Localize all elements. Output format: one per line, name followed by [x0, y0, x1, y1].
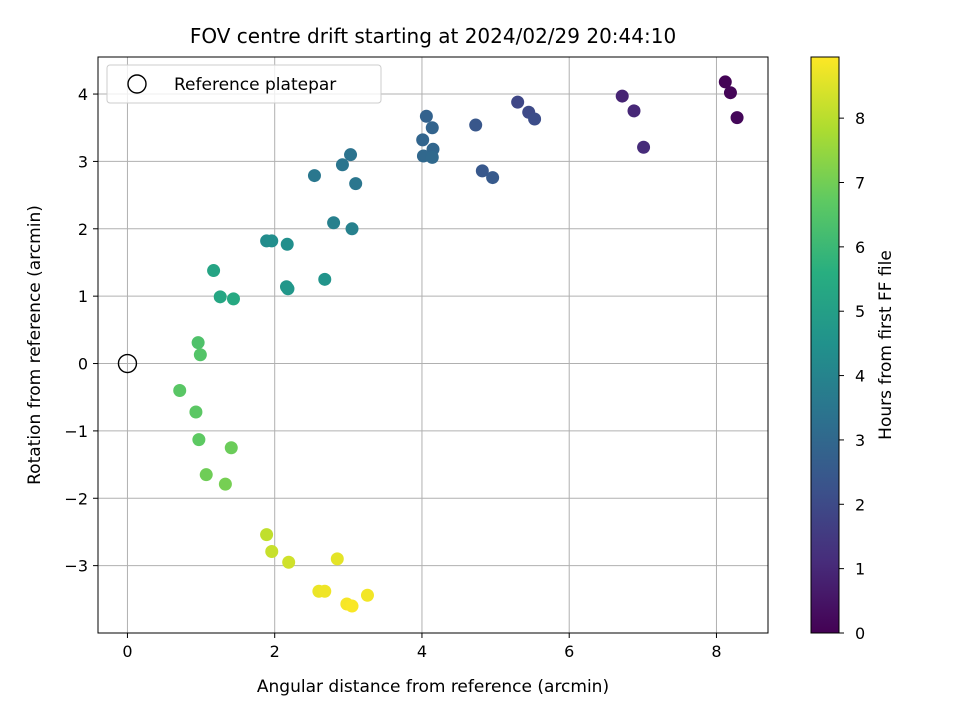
colorbar-label: Hours from first FF file	[876, 250, 896, 440]
data-point	[282, 555, 296, 569]
data-point	[360, 588, 374, 602]
data-point	[335, 158, 349, 172]
data-point	[723, 86, 737, 100]
y-axis-ticks: −3 −2 −1 0 1 2 3 4	[64, 85, 98, 576]
x-tick-label: 4	[417, 642, 427, 661]
data-point	[419, 109, 433, 123]
data-point	[627, 104, 641, 118]
x-axis-label: Angular distance from reference (arcmin)	[257, 677, 609, 697]
data-point	[265, 234, 279, 248]
data-point	[207, 264, 221, 278]
legend: Reference platepar	[106, 64, 382, 104]
colorbar-tick-label: 6	[855, 238, 865, 257]
x-tick-label: 0	[122, 642, 132, 661]
data-point	[213, 290, 227, 304]
data-point	[416, 133, 430, 147]
y-tick-label: −1	[64, 422, 88, 441]
data-point	[192, 433, 206, 447]
data-point	[173, 383, 187, 397]
data-point	[511, 95, 525, 109]
legend-entry: Reference platepar	[174, 75, 336, 95]
data-point	[469, 118, 483, 132]
data-point	[318, 584, 332, 598]
x-tick-label: 8	[711, 642, 721, 661]
x-tick-label: 2	[270, 642, 280, 661]
legend-box	[106, 64, 382, 104]
plot-frame	[97, 56, 769, 634]
data-point	[218, 477, 232, 491]
data-point	[528, 112, 542, 126]
data-point	[281, 282, 295, 296]
y-tick-label: 0	[78, 355, 88, 374]
y-tick-label: 2	[78, 220, 88, 239]
data-point	[330, 552, 344, 566]
data-point	[475, 164, 489, 178]
colorbar-tick-label: 5	[855, 302, 865, 321]
colorbar-tick-label: 1	[855, 560, 865, 579]
data-point	[260, 528, 274, 542]
data-point	[425, 150, 439, 164]
data-point	[191, 336, 205, 350]
colorbar-tick-label: 7	[855, 173, 865, 192]
reference-platepar-marker	[117, 353, 138, 374]
data-point	[265, 544, 279, 558]
data-point	[280, 237, 294, 251]
data-points	[173, 75, 744, 613]
legend-marker	[127, 74, 147, 94]
colorbar-tick-label: 2	[855, 495, 865, 514]
data-point	[307, 169, 321, 183]
data-point	[199, 468, 213, 482]
data-point	[318, 272, 332, 286]
colorbar-tick-label: 4	[855, 367, 865, 386]
chart-title: FOV centre drift starting at 2024/02/29 …	[190, 24, 676, 48]
y-tick-label: 3	[78, 152, 88, 171]
data-point	[193, 348, 207, 362]
x-tick-label: 6	[564, 642, 574, 661]
data-point	[425, 121, 439, 135]
data-point	[637, 140, 651, 154]
colorbar-tick-label: 0	[855, 624, 865, 643]
data-point	[349, 177, 363, 191]
colorbar: 0 1 2 3 4 5 6 7 8 Hours from first FF file	[810, 56, 896, 643]
data-point	[730, 111, 744, 125]
data-point	[615, 89, 629, 103]
data-point	[345, 222, 359, 236]
y-tick-label: −3	[64, 557, 88, 576]
data-point	[189, 405, 203, 419]
y-tick-label: 4	[78, 85, 88, 104]
data-point	[718, 75, 732, 89]
colorbar-gradient	[810, 56, 840, 634]
colorbar-ticks: 0 1 2 3 4 5 6 7 8	[839, 109, 865, 643]
data-point	[345, 599, 359, 613]
y-tick-label: −2	[64, 489, 88, 508]
data-point	[224, 441, 238, 455]
y-tick-label: 1	[78, 287, 88, 306]
colorbar-tick-label: 3	[855, 431, 865, 450]
colorbar-tick-label: 8	[855, 109, 865, 128]
data-point	[226, 292, 240, 306]
data-point	[327, 216, 341, 230]
data-point	[344, 148, 358, 162]
y-axis-label: Rotation from reference (arcmin)	[25, 205, 45, 485]
data-point	[486, 171, 500, 185]
x-axis-ticks: 0 2 4 6 8	[122, 633, 722, 661]
